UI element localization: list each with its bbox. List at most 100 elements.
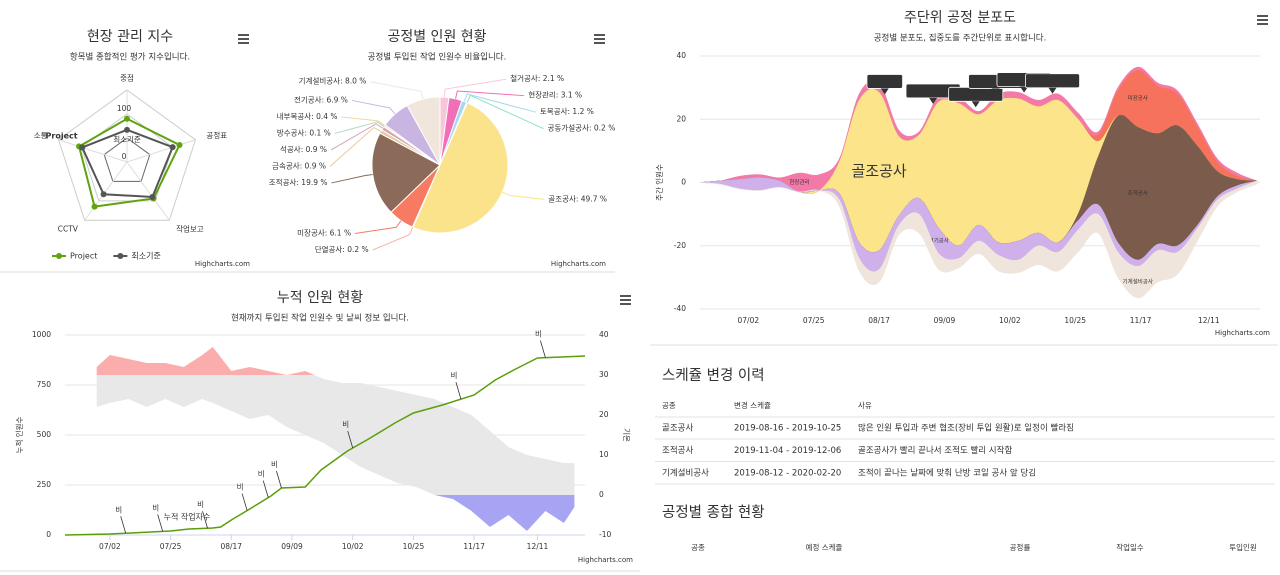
label-connector [334,121,385,134]
chart-subtitle: 현재까지 투입된 작업 인원수 및 날씨 정보 입니다. [231,313,409,324]
label-connector [341,116,385,126]
annotation-connector [120,516,127,534]
table-header: 공종 [662,401,676,410]
menu-button[interactable] [620,295,631,305]
radar-point [100,191,107,198]
pie-slice [412,102,509,234]
credits: Highcharts.com [1215,329,1270,337]
annotation-connector [276,470,282,489]
y-tick-label: -20 [674,241,686,250]
annotation-connector [202,511,208,529]
series-label: 누적 작업자수 [164,512,211,522]
table-header: 공정률 [1010,542,1031,552]
pie-data-label: 토목공사: 1.2 % [540,107,594,116]
legend-marker [117,253,124,259]
section-title: 공정별 종합 현황 [662,504,765,521]
pie-data-label: 철거공사: 2.1 % [510,73,564,83]
x-tick-label: 07/02 [738,316,760,325]
annotation-connector [540,340,546,358]
annotation-connector [262,480,269,498]
radar-point [91,203,98,210]
menu-button[interactable] [1257,15,1268,25]
legend-item[interactable]: Project [52,252,97,261]
annotation-label: 비 [271,460,278,469]
label-connector [372,227,414,251]
annotation-label: 2층슬라브타설 [953,89,999,98]
pie-data-label: 골조공사: 49.7 % [548,194,607,203]
x-tick-label: 10/25 [1064,316,1086,325]
table-header: 투입인원 [1229,542,1257,552]
stream-area [699,180,1258,299]
annotation-label: 비 [535,330,542,339]
table-cell: 2019-08-12 - 2020-02-20 [734,469,841,479]
table-cell: 조적이 끝나는 날짜에 맞춰 난방 코일 공사 앞 당김 [858,468,1036,479]
y-tick-label: 0 [681,178,686,187]
y-tick-label: 250 [37,480,52,489]
table-cell: 많은 인원 투입과 주변 협조(장비 투입 원활)로 일정이 빨라짐 [858,423,1074,434]
stream-label: 전기공사 [929,237,949,245]
radar-point [124,126,130,133]
y-tick-label: 0 [46,530,51,539]
category-label: CCTV [58,225,79,234]
x-tick-label: 09/09 [934,316,956,325]
menu-button[interactable] [238,34,249,44]
y2-tick-label: 20 [599,410,609,419]
annotation-label: 비 [258,470,265,479]
table-header: 사유 [858,401,872,410]
chart-subtitle: 공정별 투입된 작업 인원수 비율입니다. [368,52,507,63]
x-tick-label: 10/02 [342,542,364,551]
radar-series-line [80,128,174,198]
label-connector [443,78,507,98]
radar-point [149,193,156,200]
table-header: 작업일수 [1116,542,1144,552]
pie-data-label: 현장관리: 3.1 % [528,90,582,100]
annotation-pointer [1048,87,1057,94]
stream-label: 미장공사 [1128,94,1148,102]
label-connector [370,81,424,100]
radar-point [169,144,176,151]
pie-data-label: 내부목공사: 0.4 % [277,112,338,121]
y2-tick-label: 0 [599,490,604,499]
spoke [126,161,170,221]
y-tick-label: 100 [117,104,132,113]
credits: Highcharts.com [195,260,250,268]
annotation-label: 3층슬라브타설 [973,76,1019,85]
annotation-label: 1층슬라브타설 [910,86,956,95]
spoke [126,139,196,163]
annotation-connector [157,514,164,532]
table-cell: 골조공사 [662,424,693,434]
legend-item[interactable]: 최소기준 [113,251,161,261]
y-tick-label: 0 [122,152,127,161]
radar-outer-ring [57,89,197,221]
radar-point [79,144,86,151]
radar-point [124,115,130,122]
x-tick-label: 12/11 [1198,316,1220,325]
pie-data-label: 전기공사: 6.9 % [294,94,348,104]
credits: Highcharts.com [578,556,633,564]
pie-data-label: 금속공사: 0.9 % [272,161,326,170]
x-tick-label: 07/02 [99,542,121,551]
legend-label: Project [70,252,97,261]
x-tick-label: 08/17 [220,542,242,551]
pie-data-label: 단열공사: 0.2 % [315,244,369,254]
spoke [58,139,128,163]
label-connector [330,123,384,151]
annotation-pointer [991,88,1000,95]
pie-data-label: 조적공사: 19.9 % [269,177,328,187]
pie-data-label: 석공사: 0.9 % [280,144,327,154]
category-label: 중점 [120,72,134,82]
y2-tick-label: 40 [599,330,609,339]
y2-tick-label: -10 [599,530,611,539]
credits: Highcharts.com [551,260,606,268]
y2-tick-label: 10 [599,450,609,459]
chart-title: 주단위 공정 분포도 [904,10,1016,26]
table-cell: 2019-08-16 - 2019-10-25 [734,424,841,434]
label-connector [351,99,396,115]
label-connector [463,93,537,113]
label-connector [466,94,544,130]
menu-button[interactable] [594,34,605,44]
x-tick-label: 09/09 [281,542,303,551]
label-connector [331,174,373,184]
